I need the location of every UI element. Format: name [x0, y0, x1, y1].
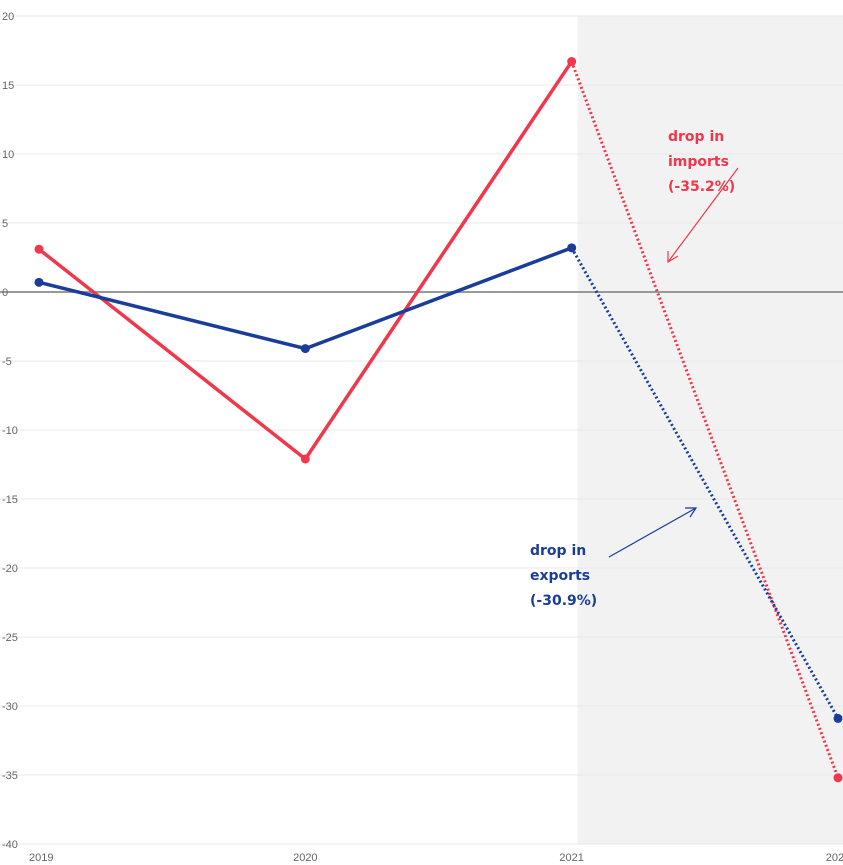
y-tick-label: -5: [2, 356, 12, 368]
exports-point: [34, 277, 44, 287]
imports-series: [34, 57, 843, 783]
imports-annotation: drop in imports (-35.2%): [667, 129, 739, 264]
imports-annotation-arrow: [667, 167, 739, 263]
x-tick-label: 2019: [29, 852, 53, 864]
y-tick-label: 20: [2, 11, 14, 23]
exports-point: [567, 243, 577, 253]
x-tick-label: 2020: [293, 852, 317, 864]
imports-point: [833, 773, 843, 783]
imports-annotation-line-3: (-35.2%): [668, 179, 735, 195]
imports-arrowhead: [667, 251, 679, 264]
y-tick-label: -40: [2, 839, 18, 851]
exports-arrowhead: [685, 507, 698, 518]
exports-point: [833, 713, 843, 723]
series-lines: [34, 57, 843, 783]
exports-annotation-line-3: (-30.9%): [530, 593, 597, 609]
y-tick-label: -20: [2, 563, 18, 575]
gridlines: [0, 15, 843, 845]
x-tick-label: 2021: [559, 852, 583, 864]
exports-annotation-line-2: exports: [530, 568, 590, 584]
imports-point: [300, 454, 310, 464]
exports-dotted-line: [570, 247, 840, 720]
y-axis-ticks: 20 15 10 5 0 -5 -10 -15 -20 -25 -30 -35 -40: [2, 11, 18, 851]
imports-point: [567, 57, 577, 67]
y-tick-label: 15: [2, 80, 14, 92]
y-tick-label: 0: [2, 287, 8, 299]
imports-solid-line: [37, 59, 574, 461]
exports-point: [300, 344, 310, 354]
exports-solid-line: [37, 246, 574, 351]
x-tick-label: 2022: [826, 852, 843, 864]
imports-annotation-line-1: drop in: [668, 129, 724, 145]
y-tick-label: 10: [2, 149, 14, 161]
exports-annotation-line-1: drop in: [530, 543, 586, 559]
y-tick-label: -30: [2, 701, 18, 713]
y-tick-label: -10: [2, 425, 18, 437]
y-tick-label: -15: [2, 494, 18, 506]
y-tick-label: -35: [2, 770, 18, 782]
exports-series: [34, 243, 843, 723]
exports-annotation: drop in exports (-30.9%): [530, 507, 698, 609]
y-tick-label: -25: [2, 632, 18, 644]
exports-annotation-arrow: [608, 507, 697, 558]
imports-dotted-line: [570, 61, 840, 779]
imports-annotation-line-2: imports: [668, 154, 729, 170]
imports-point: [34, 244, 44, 254]
y-tick-label: 5: [2, 218, 8, 230]
x-axis-ticks: 2019 2020 2021 2022: [29, 852, 843, 864]
